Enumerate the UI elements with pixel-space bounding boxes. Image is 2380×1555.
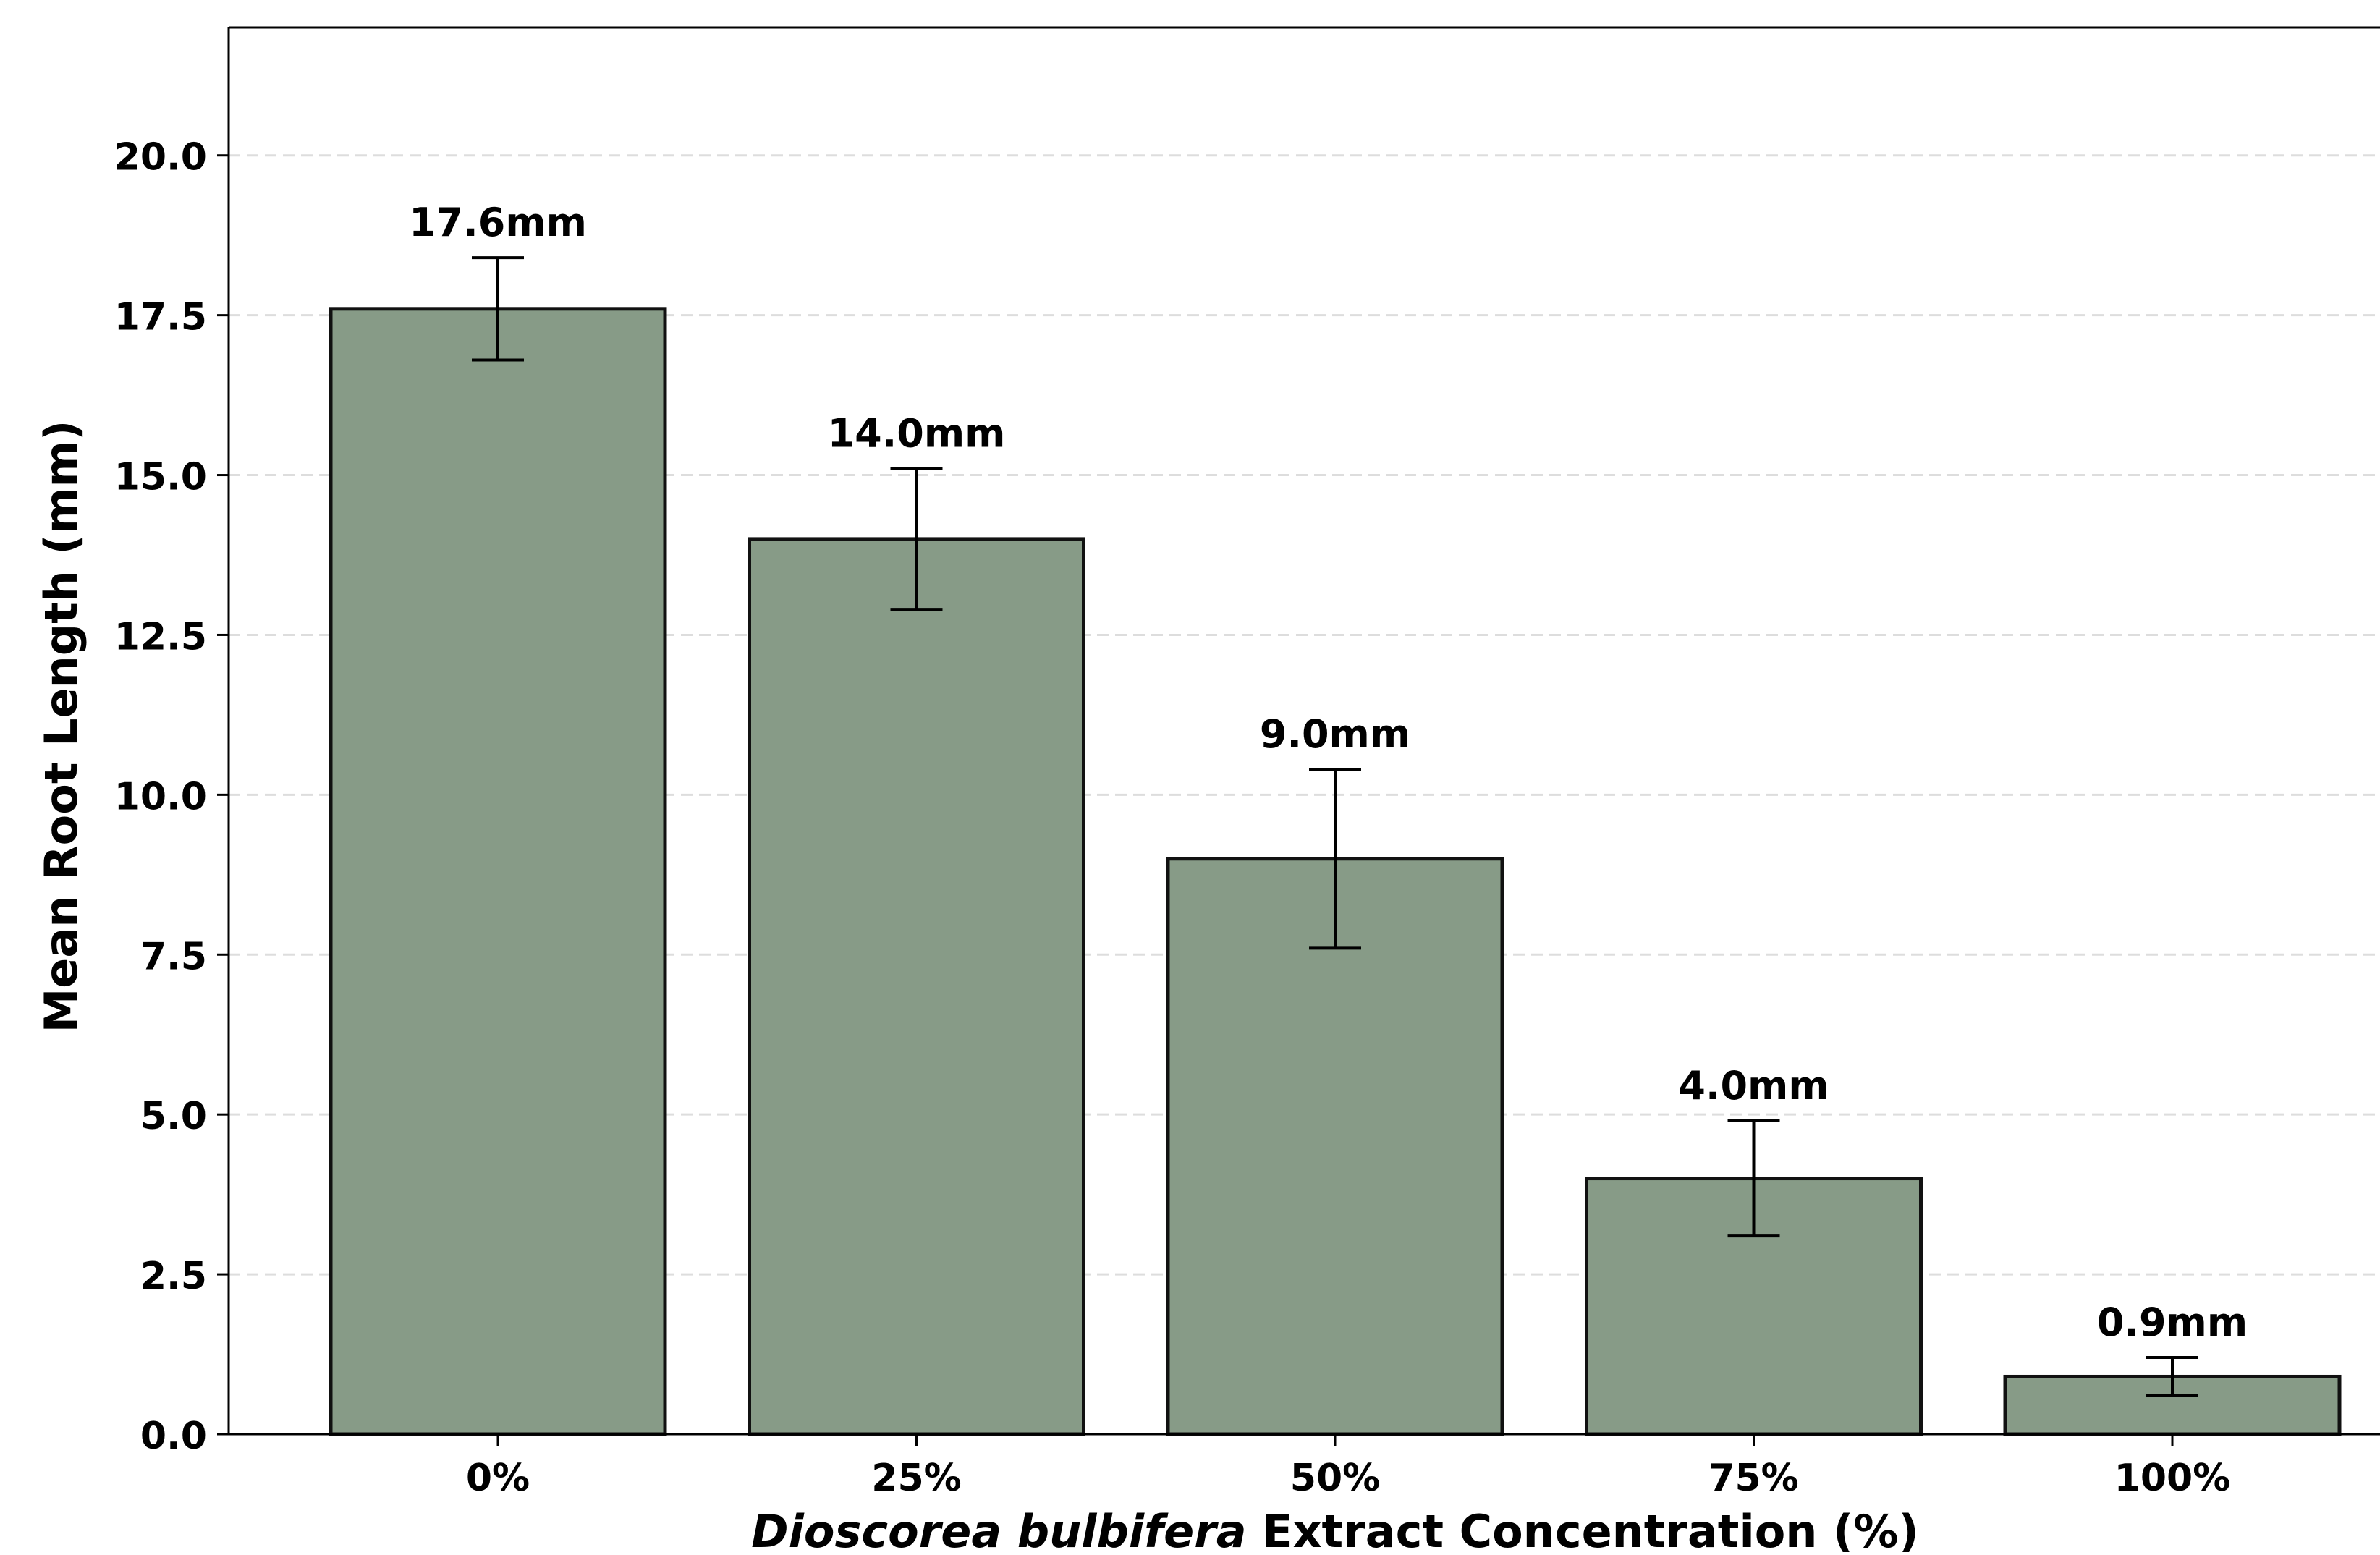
x-tick-label: 25%	[871, 1457, 961, 1500]
data-label: 0.9mm	[2097, 1300, 2248, 1345]
bar	[748, 537, 1085, 1436]
bar	[329, 307, 667, 1436]
bar	[1166, 857, 1504, 1436]
y-tick-label: 12.5	[114, 615, 207, 658]
x-axis-label-italic: Dioscorea bulbifera	[751, 1505, 1246, 1552]
data-label: 4.0mm	[1678, 1063, 1829, 1109]
error-bars	[472, 256, 2198, 1397]
x-tick-label: 50%	[1290, 1457, 1380, 1500]
x-tick-label: 75%	[1708, 1457, 1798, 1500]
y-tick-label: 7.5	[140, 935, 207, 978]
axes	[227, 26, 2380, 1436]
y-tick-label: 2.5	[140, 1255, 207, 1298]
y-tick-label: 17.5	[114, 296, 207, 339]
data-labels: 17.6mm 14.0mm 9.0mm 4.0mm 0.9mm	[409, 200, 2248, 1345]
y-tick-label: 20.0	[114, 136, 207, 179]
bars	[329, 307, 2342, 1436]
data-label: 17.6mm	[409, 200, 587, 245]
y-tick-label: 5.0	[140, 1095, 207, 1138]
y-axis-label: Mean Root Length (mm)	[35, 420, 88, 1033]
y-tick-label: 10.0	[114, 775, 207, 818]
data-label: 14.0mm	[828, 411, 1006, 457]
y-tick-label: 0.0	[140, 1415, 207, 1458]
x-tick-label: 0%	[466, 1457, 530, 1500]
data-label: 9.0mm	[1260, 711, 1410, 757]
x-ticks: 0% 25% 50% 75% 100%	[466, 1434, 2230, 1500]
x-tick-label: 100%	[2114, 1457, 2231, 1500]
x-axis-label-text: Extract Concentration (%)	[1247, 1505, 1919, 1552]
x-axis-label: Dioscorea bulbifera Extract Concentratio…	[751, 1505, 1919, 1552]
y-ticks: 0.0 2.5 5.0 7.5 10.0 12.5 15.0 17.5 20.0	[114, 136, 229, 1458]
bar	[2003, 1374, 2342, 1436]
y-tick-label: 15.0	[114, 456, 207, 499]
